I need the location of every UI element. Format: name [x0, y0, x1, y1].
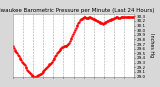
Title: Milwaukee Barometric Pressure per Minute (Last 24 Hours): Milwaukee Barometric Pressure per Minute… [0, 8, 154, 13]
Y-axis label: Inches Hg: Inches Hg [149, 33, 154, 57]
